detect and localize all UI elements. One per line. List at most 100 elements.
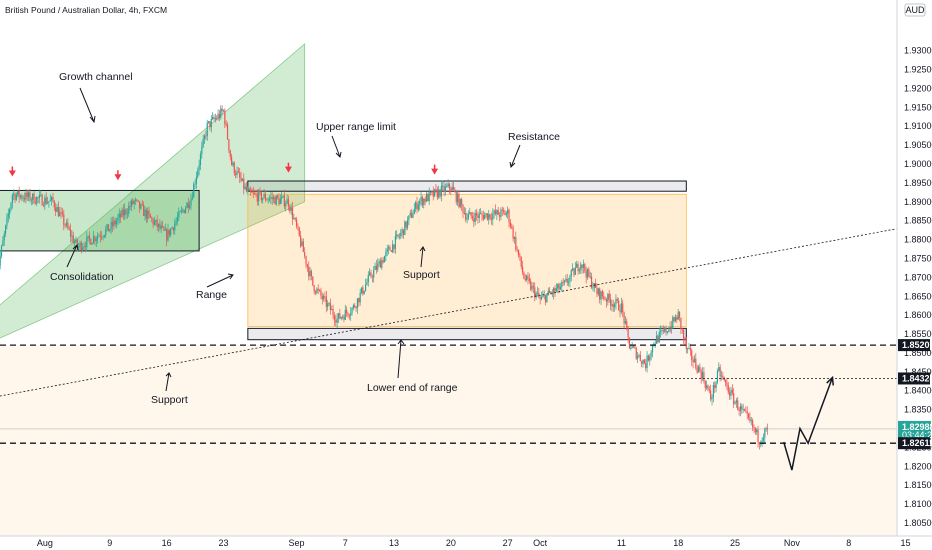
candle [157,223,160,233]
candle-body [720,375,723,377]
candle-body [761,440,763,444]
candle-body [554,288,556,292]
candle-body [40,194,42,196]
candle-body [30,199,32,201]
candle [490,212,493,225]
candle [710,384,712,402]
candle [623,311,625,330]
y-tick-label: 1.88000 [904,235,932,245]
candle-body [389,247,391,251]
candle [754,427,756,435]
candle [443,181,445,197]
candle [668,326,670,333]
candle-body [26,192,28,197]
candle-body [739,406,742,411]
candle-body [421,196,424,205]
y-tick-label: 1.87000 [904,272,932,282]
candle [278,193,280,206]
candle [477,211,479,224]
candle-body [143,205,145,217]
candle-body [51,197,53,200]
candle-body [467,214,470,219]
candle [693,354,696,363]
candle-body [623,312,625,324]
candle-body [500,209,502,217]
candle [90,238,92,245]
candle [210,115,212,133]
candle [685,336,687,354]
candle [174,218,176,235]
candle-body [566,278,568,283]
candle [536,286,539,297]
candle [350,307,352,321]
candle [363,290,365,295]
candle-body [486,213,488,220]
candle [4,224,7,237]
candle [14,192,16,204]
candle-body [147,210,149,219]
candle [582,259,585,274]
candle [402,229,405,240]
candle-body [471,216,474,219]
sell-marker-icon [114,174,122,181]
candle [344,304,346,321]
candle [498,211,501,222]
candle [366,278,368,286]
candle [268,194,271,203]
candle [197,167,199,179]
candle-body [176,217,179,221]
candle [213,114,215,122]
candle-body [312,276,314,286]
candle [442,180,444,191]
candle-body [528,278,530,282]
candle-body [231,156,233,166]
candle-body [341,316,344,318]
candle [457,190,459,207]
candle-body [516,249,518,251]
candle-body [605,299,608,302]
candle-body [57,206,59,217]
candle [446,182,448,188]
candle-body [61,212,64,215]
candle [229,149,231,161]
candle-body [210,118,212,128]
candle-body [765,428,767,430]
candle-body [637,356,639,359]
candle-body [79,242,81,247]
candle-body [75,239,77,243]
candle [364,278,367,292]
candle [95,236,97,248]
candle-body [429,192,432,193]
candle [707,384,709,392]
candle [741,403,743,414]
candle [279,194,281,205]
candle-body [360,287,363,293]
y-tick-label: 1.84000 [904,386,932,396]
candle [474,209,476,226]
candle [378,258,380,267]
candle [635,346,637,361]
candle [428,187,430,206]
candle-body [673,317,675,322]
candle-body [572,268,574,271]
candle-body [615,299,617,305]
candle [133,199,135,210]
candle-body [329,303,331,311]
candle [240,171,242,183]
currency-badge[interactable] [904,3,926,17]
candle [321,292,323,305]
candle-body [734,402,736,404]
candle [626,318,628,331]
candle [600,290,602,305]
candle-body [236,171,238,175]
candle [186,201,188,209]
candle-body [19,195,22,198]
candle [297,223,299,231]
projection-arrowhead [826,375,834,386]
candle [619,304,621,318]
candle [743,408,746,412]
candle-body [277,195,279,198]
candle [466,212,468,224]
candle-body [766,428,769,430]
